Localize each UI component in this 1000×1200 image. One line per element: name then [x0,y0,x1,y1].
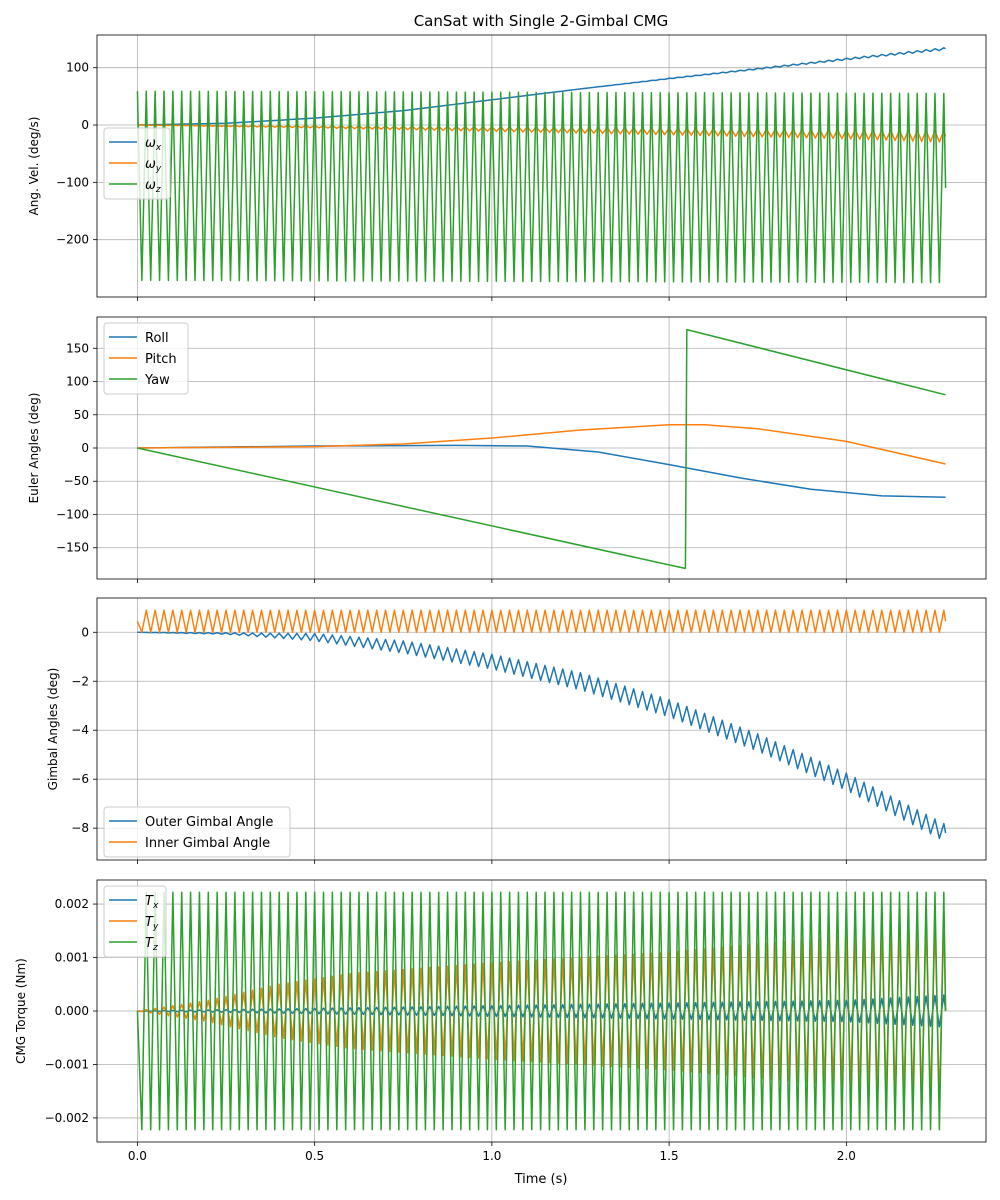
y-tick-label: −50 [64,474,89,488]
y-tick-label: 0.001 [55,951,89,965]
y-tick-label: 100 [66,61,89,75]
legend-label-2: ωy [145,157,162,174]
y-tick-label: 0.000 [55,1004,89,1018]
legend-label-subscript: x [155,143,162,153]
legend-label-3: ωz [145,178,161,195]
legend-label-2: Pitch [145,352,177,367]
legend-label-subscript: y [155,164,162,174]
series-line-1 [137,444,946,498]
series-line-3 [136,891,947,1131]
series-group [136,609,947,840]
series-line-1 [137,47,946,126]
figure-title: CanSat with Single 2-Gimbal CMG [414,12,669,30]
legend-label-2: Ty [145,915,159,932]
x-tick-label: 0.0 [128,1149,147,1163]
y-tick-label: −4 [71,723,89,737]
y-tick-label: −200 [56,233,89,247]
y-tick-label: −100 [56,507,89,521]
legend-label-symbol: ω [145,178,156,193]
series-line-2 [137,124,947,143]
subplot-3: 0 −2 −4 −6 −8 Gimbal Angles (deg) Outer Gimbal… [46,597,987,864]
legend-label-2: Inner Gimbal Angle [145,836,270,851]
y-tick-label: −2 [71,674,89,688]
y-tick-label: 100 [66,375,89,389]
y-tick-label: 0 [81,118,89,132]
legend-label-3: Yaw [144,373,170,388]
legend-box [103,322,189,395]
y-axis-label: Euler Angles (deg) [27,393,41,504]
legend-label-subscript: z [155,185,161,195]
y-tick-label: 0 [81,625,89,639]
legend-label-subscript: x [152,901,159,911]
legend-label-3: Tz [145,936,158,953]
series-line-1 [137,631,947,840]
x-tick-label: 2.0 [837,1149,856,1163]
legend-label-subscript: y [152,922,159,932]
series-line-3 [136,90,947,284]
series-line-2 [137,423,946,465]
legend-box [103,806,291,858]
y-axis-label: Gimbal Angles (deg) [46,668,60,791]
series-group [136,47,947,284]
legend-label-1: Outer Gimbal Angle [145,815,273,830]
legend-label-1: Tx [145,894,159,911]
x-tick-label: 1.0 [482,1149,501,1163]
axes-frame [96,34,987,298]
legend: Outer Gimbal Angle Inner Gimbal Angle [103,806,291,858]
y-axis-label: Ang. Vel. (deg/s) [27,117,41,216]
legend-label-symbol: T [145,936,154,951]
y-tick-label: −8 [71,821,89,835]
subplot-4: 0.0 0.5 1.0 1.5 2.0 0.002 0.001 0.000 −0.001 −0.0… [14,879,987,1163]
x-tick-label: 0.5 [305,1149,324,1163]
y-tick-label: 150 [66,341,89,355]
series-group [137,328,946,570]
legend-label-1: ωx [145,136,162,153]
series-line-3 [137,328,946,570]
subplot-2: 150 100 50 0 −50 −100 −150 Euler Angles (deg) Ro… [27,316,987,583]
legend-label-symbol: ω [145,157,156,172]
x-axis-label: Time (s) [514,1172,568,1187]
legend: Roll Pitch Yaw [103,322,189,395]
axes-frame [96,597,987,861]
legend-label-symbol: T [145,894,154,909]
y-tick-label: −0.002 [45,1111,89,1125]
y-tick-label: −6 [71,772,89,786]
x-tick-label: 1.5 [660,1149,679,1163]
y-tick-label: 50 [74,408,89,422]
legend-label-subscript: z [152,943,158,953]
legend-label-1: Roll [145,331,169,346]
legend-label-symbol: ω [145,136,156,151]
legend-label-symbol: T [145,915,154,930]
y-tick-label: −150 [56,541,89,555]
y-axis-label: CMG Torque (Nm) [14,958,28,1064]
series-line-2 [136,609,947,634]
y-tick-label: −0.001 [45,1057,89,1071]
y-tick-label: −100 [56,175,89,189]
y-tick-label: 0.002 [55,897,89,911]
series-group [136,891,947,1131]
y-tick-label: 0 [81,441,89,455]
